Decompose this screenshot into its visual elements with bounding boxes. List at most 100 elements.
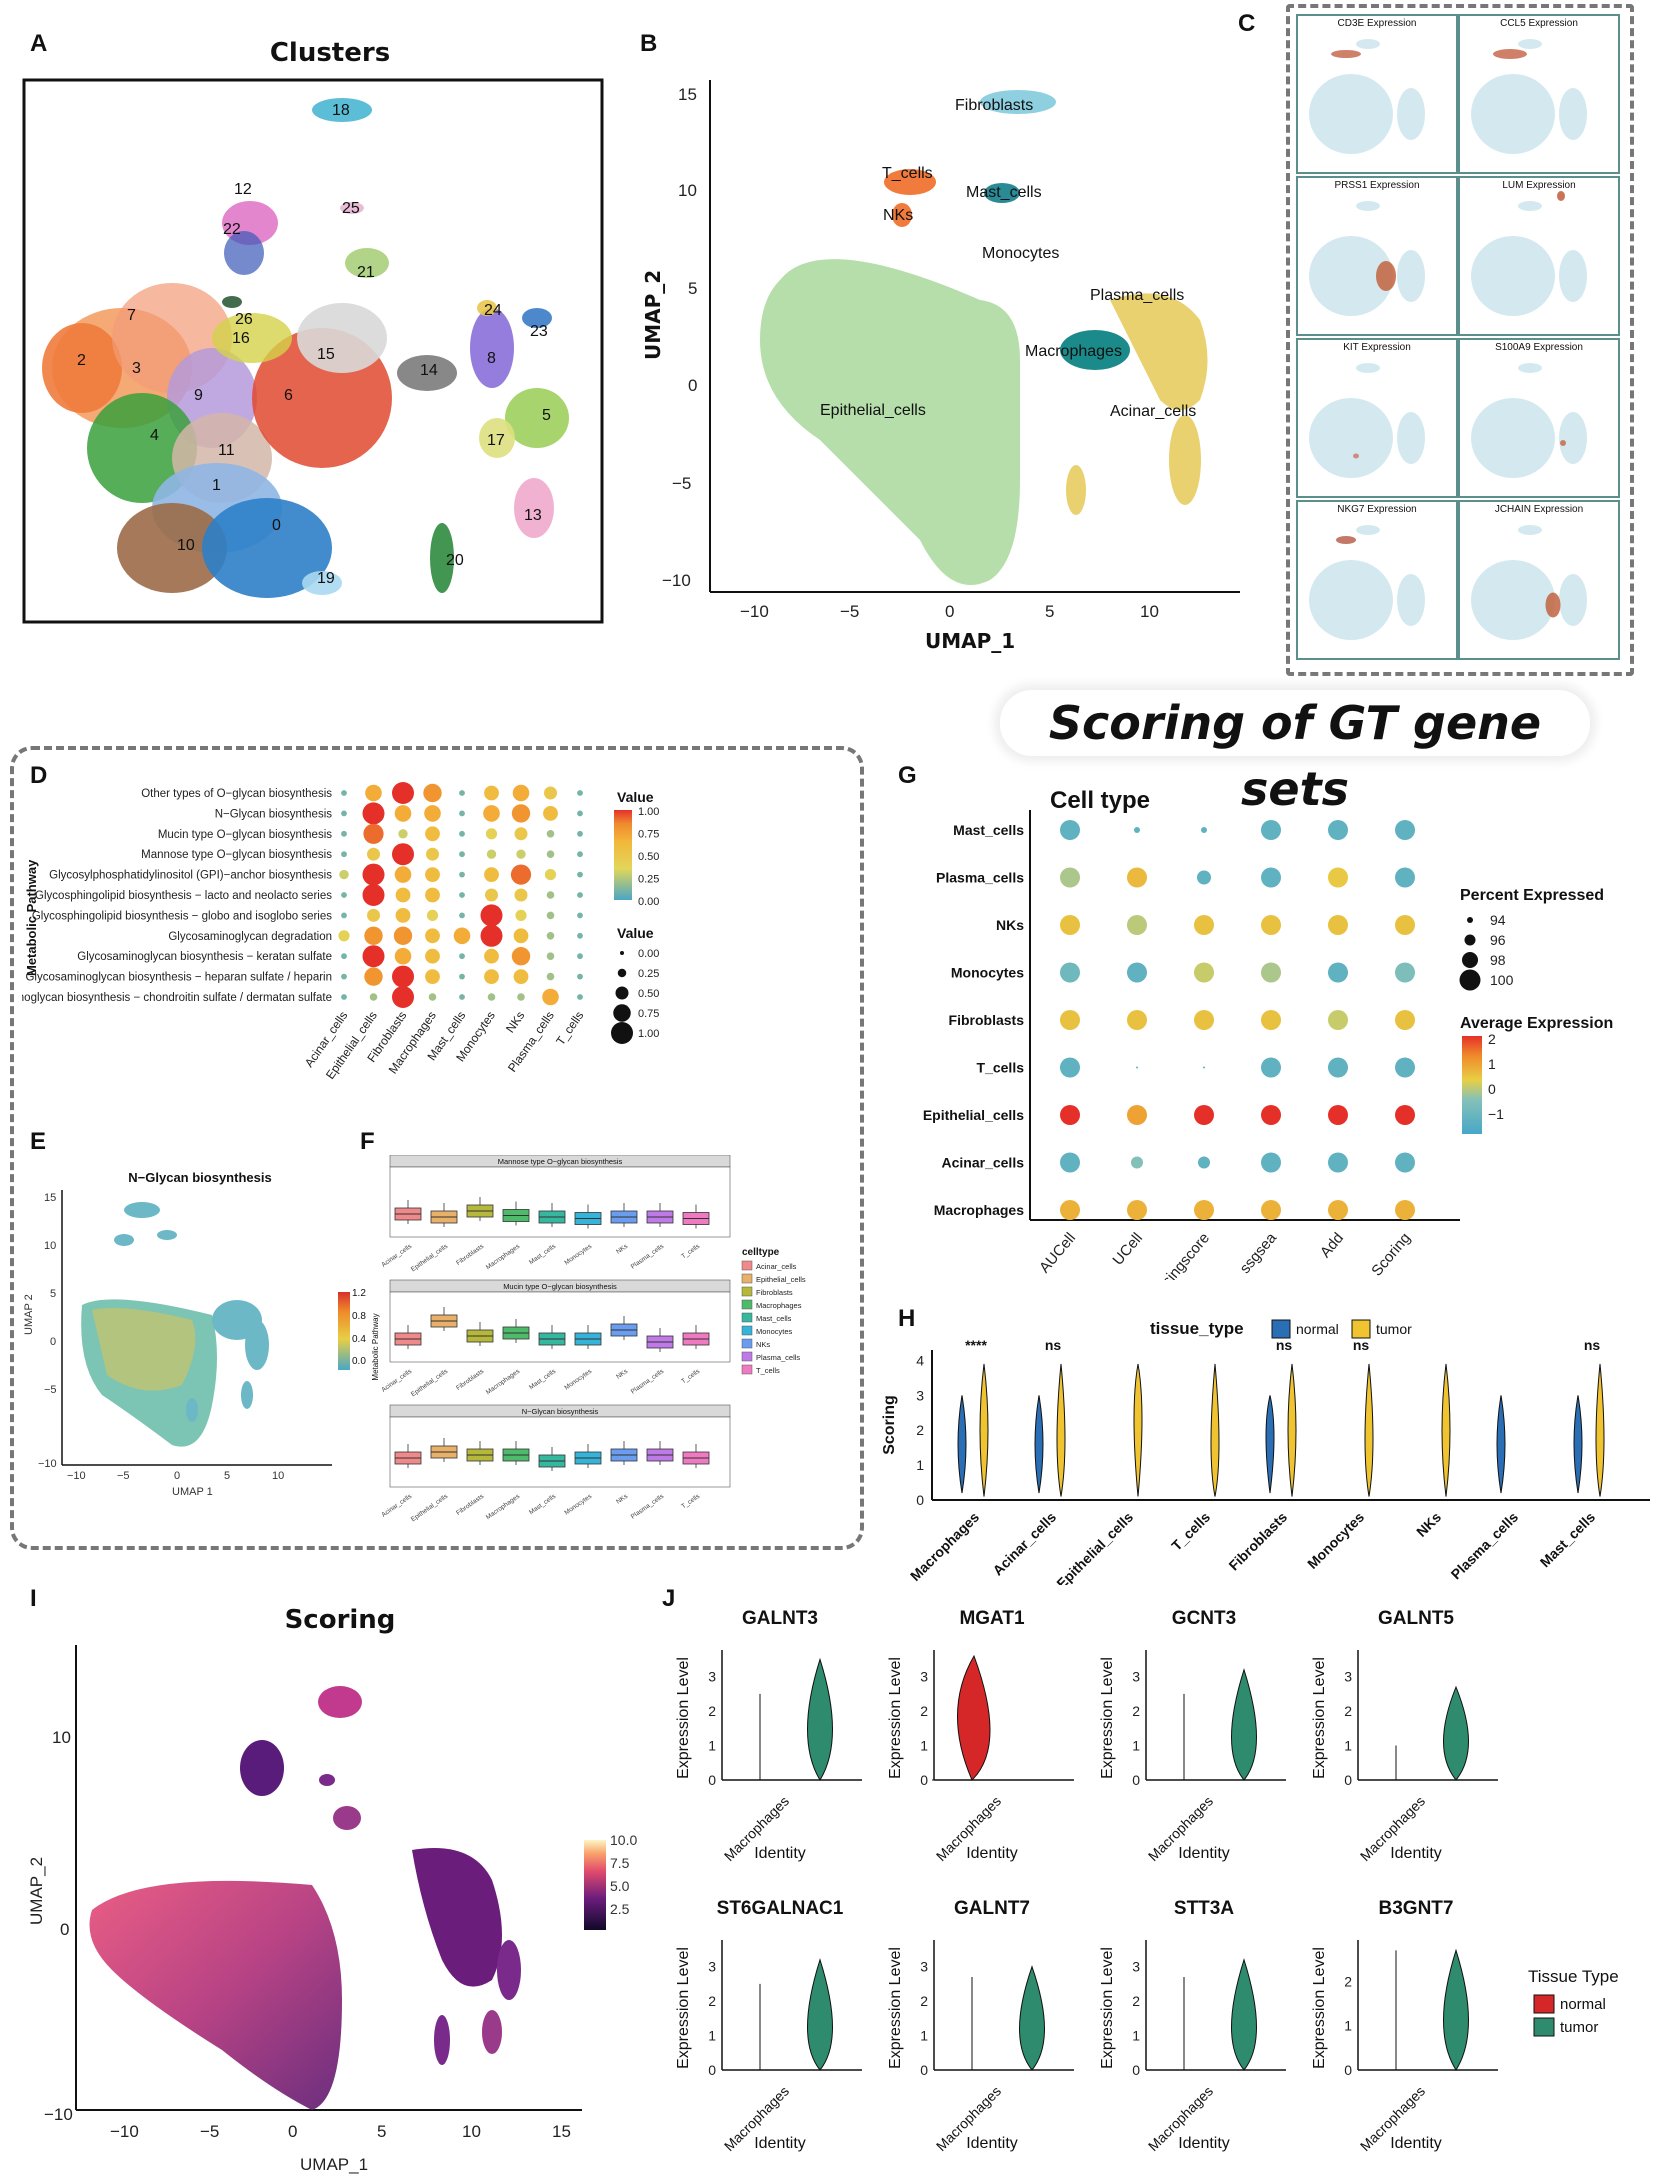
dot [341, 851, 347, 858]
box-xlabel: Epithelial_cells [410, 1242, 450, 1273]
dot [1127, 1200, 1147, 1220]
box-xlabel: T_cells [680, 1492, 701, 1510]
row-label: T_cells [977, 1060, 1025, 1076]
violin-xlabel: Identity [1178, 1845, 1230, 1862]
dot [423, 783, 442, 803]
violin-tumor [1287, 1363, 1297, 1497]
feature-plot-highlight [1353, 453, 1359, 459]
facet-strip-label: Mannose type O−glycan biosynthesis [498, 1157, 623, 1166]
violin-tumor [1443, 1948, 1469, 2071]
dot [511, 804, 531, 823]
panel-i-yticks: 10 0 −10 [44, 1728, 73, 2124]
label-acinar-cells: Acinar_cells [1110, 403, 1196, 420]
box-xlabel: Epithelial_cells [410, 1367, 450, 1398]
dot [577, 892, 583, 898]
dot [1328, 820, 1348, 840]
dot [453, 927, 471, 945]
panel-b-cluster-names: Fibroblasts T_cells Mast_cells NKs Monoc… [820, 97, 1196, 420]
dot [428, 993, 437, 1001]
violin-ytick: 0 [1344, 2062, 1352, 2078]
feature-plot-highlight [1376, 261, 1396, 291]
pathway-label: Other types of O−glycan biosynthesis [141, 788, 332, 800]
legend-swatch-tumor [1533, 2017, 1555, 2037]
pathway-label: Glycosylphosphatidylinositol (GPI)−ancho… [49, 870, 332, 882]
cluster-label-3: 3 [132, 360, 141, 377]
legend-color-tick: −1 [1488, 1106, 1504, 1122]
violin-tumor [807, 1958, 833, 2071]
feature-plot-title: LUM Expression [1502, 180, 1576, 191]
legend-size-dot [1459, 969, 1481, 991]
feature-plot-title: CD3E Expression [1337, 18, 1417, 29]
legend-colorbar [614, 810, 632, 900]
feature-plot-highlight [1493, 49, 1527, 59]
dot [1134, 827, 1140, 833]
gene-title: STT3A [1174, 1898, 1234, 1919]
dot [511, 947, 531, 966]
legend-size-dot [615, 986, 629, 1000]
cluster-label-4: 4 [150, 427, 159, 444]
cluster-label-16: 16 [232, 330, 250, 347]
violin-tumor [1231, 1668, 1257, 1781]
panel-b-y-ticks: 15 10 5 0 −5 −10 [662, 85, 697, 590]
dot [542, 988, 559, 1006]
box-xlabel: Acinar_cells [380, 1367, 413, 1393]
panel-a-umap: 0 1 2 3 4 5 6 7 8 9 10 11 12 13 14 15 16… [22, 78, 604, 624]
sig-label: ns [1045, 1337, 1062, 1353]
cluster-label-20: 20 [446, 552, 464, 569]
gene-title: GALNT3 [742, 1608, 818, 1629]
pathway-label: Glycosaminoglycan biosynthesis − keratan… [77, 951, 332, 963]
dot [1201, 827, 1207, 833]
legend-color-tick: 1 [1488, 1056, 1496, 1072]
dot [392, 986, 414, 1008]
feature-plot-side-cluster [1397, 412, 1425, 464]
pathway-label: N−Glycan biosynthesis [215, 808, 333, 820]
box-xlabel: Fibroblasts [455, 1492, 486, 1516]
violin-tumor [1056, 1363, 1066, 1497]
violin-tumor [1364, 1363, 1374, 1497]
panel-a-blobs [42, 98, 569, 598]
dot [514, 888, 528, 902]
cluster-label-7: 7 [127, 307, 136, 324]
dot [516, 849, 526, 859]
dot [577, 871, 583, 878]
dot [510, 864, 532, 885]
dot [395, 887, 411, 903]
dot [484, 785, 499, 801]
violin-ytick: 2 [1344, 1703, 1352, 1719]
feature-plot-highlight [1331, 50, 1361, 58]
dot [459, 973, 465, 980]
dot [459, 790, 465, 796]
dot [1261, 1152, 1281, 1173]
cluster-label-15: 15 [317, 346, 335, 363]
legend-size-dot [613, 1004, 631, 1022]
dot [1127, 1010, 1147, 1030]
violin-ytick: 3 [1344, 1669, 1352, 1685]
panel-b-xtick: 0 [945, 602, 954, 621]
panel-h-ytick: 0 [916, 1492, 924, 1508]
dot [425, 969, 440, 984]
dot [459, 830, 465, 837]
dot [363, 823, 384, 844]
panel-def-box [10, 746, 864, 1550]
feature-plot-top-cluster [1356, 363, 1380, 373]
dot [487, 993, 496, 1001]
dot [544, 869, 557, 881]
dot [1328, 1152, 1348, 1173]
dot [1395, 1105, 1415, 1125]
legend-label-normal: normal [1560, 1996, 1606, 2013]
panel-label-j: J [662, 1585, 676, 1612]
legend-label-tumor: tumor [1560, 2019, 1598, 2036]
feature-plot-top-cluster [1518, 201, 1542, 211]
dot [1060, 915, 1080, 935]
dot [1328, 867, 1348, 888]
dot [459, 994, 465, 1000]
dot [1060, 867, 1080, 888]
feature-plot-top-cluster [1356, 525, 1380, 535]
dot [1328, 1010, 1348, 1030]
dot [1194, 1105, 1214, 1125]
group-label: Acinar_cells [989, 1509, 1059, 1579]
panel-i-legend-tick: 5.0 [610, 1878, 630, 1894]
